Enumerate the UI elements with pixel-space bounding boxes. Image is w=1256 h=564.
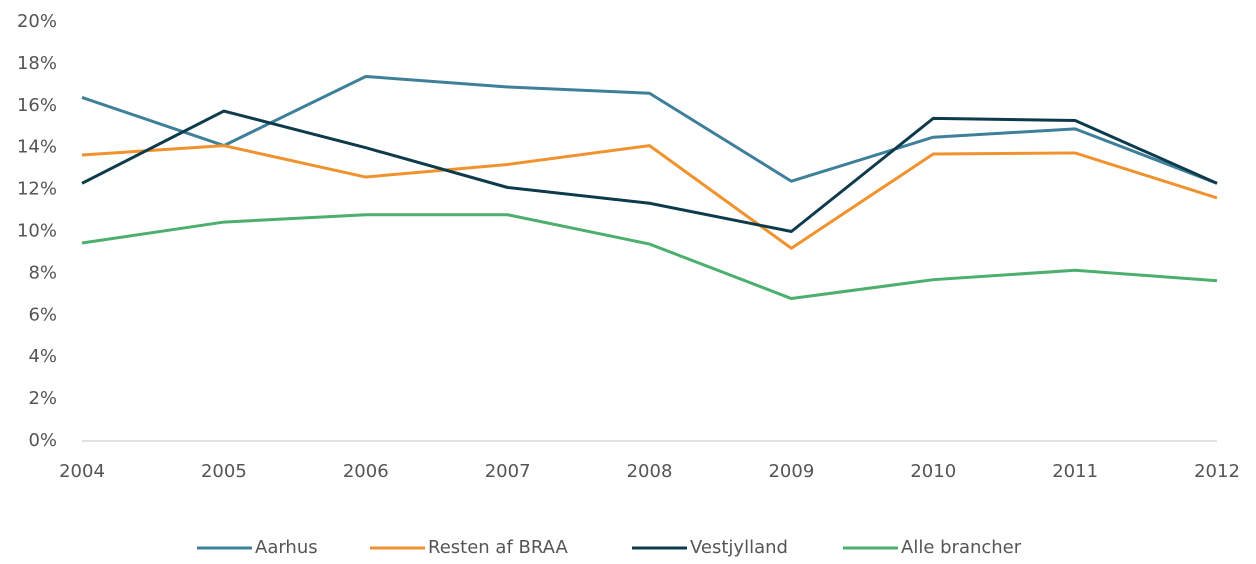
x-tick-label: 2005 <box>201 461 247 482</box>
x-tick-label: 2004 <box>59 461 105 482</box>
y-tick-label: 18% <box>17 53 57 74</box>
y-tick-label: 12% <box>17 179 57 200</box>
y-tick-label: 4% <box>28 346 57 367</box>
x-tick-label: 2010 <box>910 461 956 482</box>
y-tick-label: 10% <box>17 221 57 242</box>
series-line <box>81 109 1218 233</box>
legend-label: Alle brancher <box>901 537 1022 558</box>
y-tick-label: 16% <box>17 95 57 116</box>
y-tick-label: 0% <box>28 430 57 451</box>
x-tick-label: 2007 <box>485 461 531 482</box>
x-tick-label: 2011 <box>1052 461 1098 482</box>
series-line <box>81 74 1218 185</box>
y-tick-label: 8% <box>28 262 57 283</box>
series-line <box>81 144 1218 250</box>
y-tick-label: 2% <box>28 388 57 409</box>
x-tick-label: 2009 <box>768 461 814 482</box>
legend-label: Aarhus <box>255 537 318 558</box>
y-tick-label: 6% <box>28 304 57 325</box>
series-line <box>81 213 1218 301</box>
x-tick-label: 2006 <box>343 461 389 482</box>
y-tick-label: 14% <box>17 137 57 158</box>
x-tick-label: 2012 <box>1194 461 1240 482</box>
y-tick-label: 20% <box>17 11 57 32</box>
legend-label: Vestjylland <box>690 537 788 558</box>
legend-label: Resten af BRAA <box>428 537 568 558</box>
x-tick-label: 2008 <box>627 461 673 482</box>
